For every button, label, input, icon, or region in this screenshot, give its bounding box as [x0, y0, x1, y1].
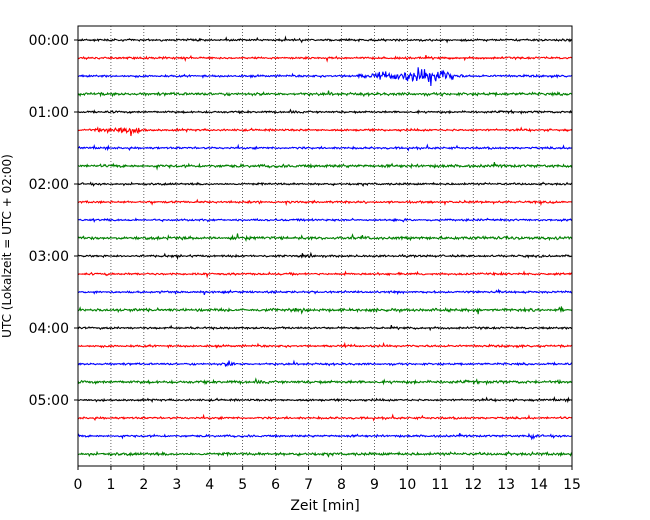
x-tick-label: 8 — [337, 477, 346, 493]
y-tick-label: 02:00 — [29, 177, 69, 193]
trace-line — [77, 90, 573, 98]
trace-line — [78, 251, 573, 261]
x-tick-label: 2 — [139, 477, 148, 493]
x-tick-label: 15 — [563, 477, 581, 493]
x-axis-ticks: 0 1 2 3 4 5 6 7 8 9 10 11 12 13 14 15 — [74, 466, 581, 493]
y-tick-label: 01:00 — [29, 105, 69, 121]
trace-line — [77, 341, 573, 349]
y-tick-label: 04:00 — [29, 321, 69, 337]
y-tick-label: 03:00 — [29, 249, 69, 265]
trace-line — [77, 143, 573, 152]
trace-line — [77, 288, 573, 296]
x-tick-label: 14 — [530, 477, 548, 493]
x-tick-label: 4 — [205, 477, 214, 493]
y-tick-label: 00:00 — [29, 33, 69, 49]
trace-line — [77, 377, 573, 386]
x-tick-label: 0 — [74, 477, 83, 493]
x-tick-label: 6 — [271, 477, 280, 493]
seismic-traces — [77, 35, 573, 458]
trace-line — [77, 413, 573, 422]
trace-line — [77, 359, 573, 368]
grid-lines — [110, 26, 540, 466]
trace-line — [77, 432, 573, 441]
x-tick-label: 11 — [431, 477, 449, 493]
trace-line — [77, 198, 573, 207]
y-axis-label: UTC (Lokalzeit = UTC + 02:00) — [0, 154, 14, 338]
trace-line — [77, 217, 573, 223]
y-axis-ticks: 00:00 01:00 02:00 03:00 04:00 05:00 — [29, 33, 78, 409]
trace-line — [77, 161, 573, 171]
x-axis-label: Zeit [min] — [290, 498, 359, 514]
trace-line — [77, 181, 573, 187]
trace-line — [77, 450, 573, 458]
x-tick-label: 13 — [497, 477, 515, 493]
trace-line — [77, 35, 573, 44]
x-tick-label: 12 — [464, 477, 482, 493]
x-tick-label: 7 — [304, 477, 313, 493]
trace-line — [77, 270, 573, 279]
y-tick-label: 05:00 — [29, 393, 69, 409]
trace-line — [77, 324, 573, 332]
trace-line — [77, 126, 573, 137]
x-tick-label: 10 — [398, 477, 416, 493]
trace-line — [77, 395, 573, 404]
trace-line — [77, 306, 573, 315]
trace-line — [77, 108, 573, 115]
x-tick-label: 3 — [172, 477, 181, 493]
x-tick-label: 1 — [106, 477, 115, 493]
x-tick-label: 5 — [238, 477, 247, 493]
trace-line — [77, 233, 573, 243]
plot-frame — [77, 25, 573, 467]
x-tick-label: 9 — [370, 477, 379, 493]
trace-line — [77, 67, 573, 87]
